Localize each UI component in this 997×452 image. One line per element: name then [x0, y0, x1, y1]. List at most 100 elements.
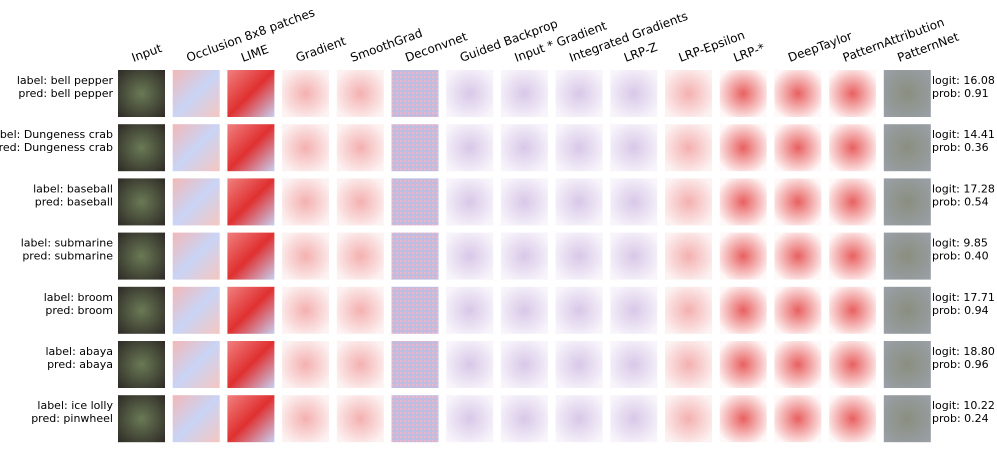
heatmap-tile	[391, 341, 439, 388]
heatmap-tile	[227, 341, 275, 388]
row-pred: pred: Dungeness crab	[0, 141, 113, 154]
row-prob: prob: 0.24	[932, 412, 989, 425]
heatmap-tile	[282, 395, 330, 443]
heatmap-tile	[391, 395, 439, 443]
row-prob: prob: 0.91	[932, 87, 989, 100]
heatmap-tile	[282, 178, 330, 226]
heatmap-tile	[391, 124, 439, 172]
row-label: label: Dungeness crab	[0, 128, 113, 141]
heatmap-tile	[446, 341, 494, 388]
heatmap-tile	[172, 124, 220, 172]
heatmap-tile	[883, 286, 931, 334]
column-header: LIME	[239, 42, 270, 65]
row-label: label: baseball	[33, 182, 113, 195]
heatmap-tile	[774, 178, 822, 226]
heatmap-tile	[829, 124, 877, 172]
row-pred: pred: bell pepper	[18, 87, 113, 100]
row-prob: prob: 0.54	[932, 195, 989, 208]
heatmap-tile	[610, 124, 658, 172]
heatmap-tile	[118, 395, 165, 443]
row-label: label: submarine	[21, 237, 113, 250]
heatmap-tile	[446, 178, 494, 226]
heatmap-tile	[391, 178, 439, 226]
heatmap-tile	[829, 286, 877, 334]
heatmap-tile	[610, 232, 658, 280]
row-logit: logit: 17.71	[932, 291, 995, 304]
heatmap-tile	[118, 124, 165, 172]
heatmap-tile	[719, 286, 767, 334]
heatmap-tile	[555, 70, 603, 117]
heatmap-tile	[500, 232, 548, 280]
row-prob: prob: 0.96	[932, 358, 989, 371]
row-logit: logit: 16.08	[932, 74, 995, 87]
row-logit: logit: 14.41	[932, 128, 995, 141]
heatmap-tile	[391, 70, 439, 117]
heatmap-tile	[500, 70, 548, 117]
column-header: Input	[130, 41, 164, 65]
heatmap-tile	[500, 341, 548, 388]
heatmap-tile	[336, 232, 384, 280]
heatmap-tile	[829, 341, 877, 388]
row-prob: prob: 0.94	[932, 304, 989, 317]
heatmap-tile	[500, 124, 548, 172]
heatmap-tile	[719, 178, 767, 226]
heatmap-tile	[336, 341, 384, 388]
heatmap-tile	[555, 232, 603, 280]
heatmap-tile	[719, 232, 767, 280]
heatmap-tile	[665, 178, 712, 226]
row-pred: pred: pinwheel	[31, 412, 113, 425]
heatmap-tile	[446, 286, 494, 334]
row-label: label: abaya	[45, 345, 113, 358]
heatmap-tile	[774, 341, 822, 388]
row-logit: logit: 9.85	[932, 237, 988, 250]
heatmap-tile	[610, 70, 658, 117]
heatmap-tile	[665, 232, 712, 280]
heatmap-tile	[227, 232, 275, 280]
row-prob: prob: 0.40	[932, 250, 989, 263]
heatmap-tile	[555, 395, 603, 443]
heatmap-tile	[336, 286, 384, 334]
heatmap-tile	[610, 341, 658, 388]
heatmap-tile	[118, 178, 165, 226]
heatmap-tile	[774, 286, 822, 334]
heatmap-tile	[391, 232, 439, 280]
heatmap-tile	[719, 124, 767, 172]
row-pred: pred: broom	[45, 304, 113, 317]
heatmap-tile	[555, 178, 603, 226]
heatmap-tile	[883, 395, 931, 443]
heatmap-tile	[883, 70, 931, 117]
heatmap-tile	[500, 395, 548, 443]
heatmap-tile	[391, 286, 439, 334]
heatmap-tile	[883, 341, 931, 388]
heatmap-tile	[555, 286, 603, 334]
heatmap-tile	[282, 124, 330, 172]
row-logit: logit: 18.80	[932, 345, 995, 358]
heatmap-tile	[719, 395, 767, 443]
heatmap-tile	[610, 178, 658, 226]
row-pred: pred: submarine	[22, 250, 113, 263]
heatmap-tile	[774, 70, 822, 117]
heatmap-tile	[172, 286, 220, 334]
row-pred: pred: baseball	[35, 195, 113, 208]
heatmap-tile	[118, 286, 165, 334]
heatmap-tile	[719, 341, 767, 388]
heatmap-tile	[500, 178, 548, 226]
heatmap-tile	[282, 70, 330, 117]
heatmap-tile	[665, 395, 712, 443]
heatmap-tile	[555, 124, 603, 172]
heatmap-tile	[610, 286, 658, 334]
heatmap-tile	[665, 341, 712, 388]
heatmap-tile	[446, 124, 494, 172]
heatmap-tile	[172, 341, 220, 388]
heatmap-tile	[719, 70, 767, 117]
row-logit: logit: 17.28	[932, 182, 995, 195]
heatmap-tile	[774, 395, 822, 443]
heatmap-tile	[446, 395, 494, 443]
heatmap-tile	[172, 178, 220, 226]
heatmap-tile	[610, 395, 658, 443]
heatmap-tile	[227, 124, 275, 172]
row-label: label: bell pepper	[17, 74, 114, 87]
heatmap-tile	[336, 124, 384, 172]
row-pred: pred: abaya	[47, 358, 113, 371]
